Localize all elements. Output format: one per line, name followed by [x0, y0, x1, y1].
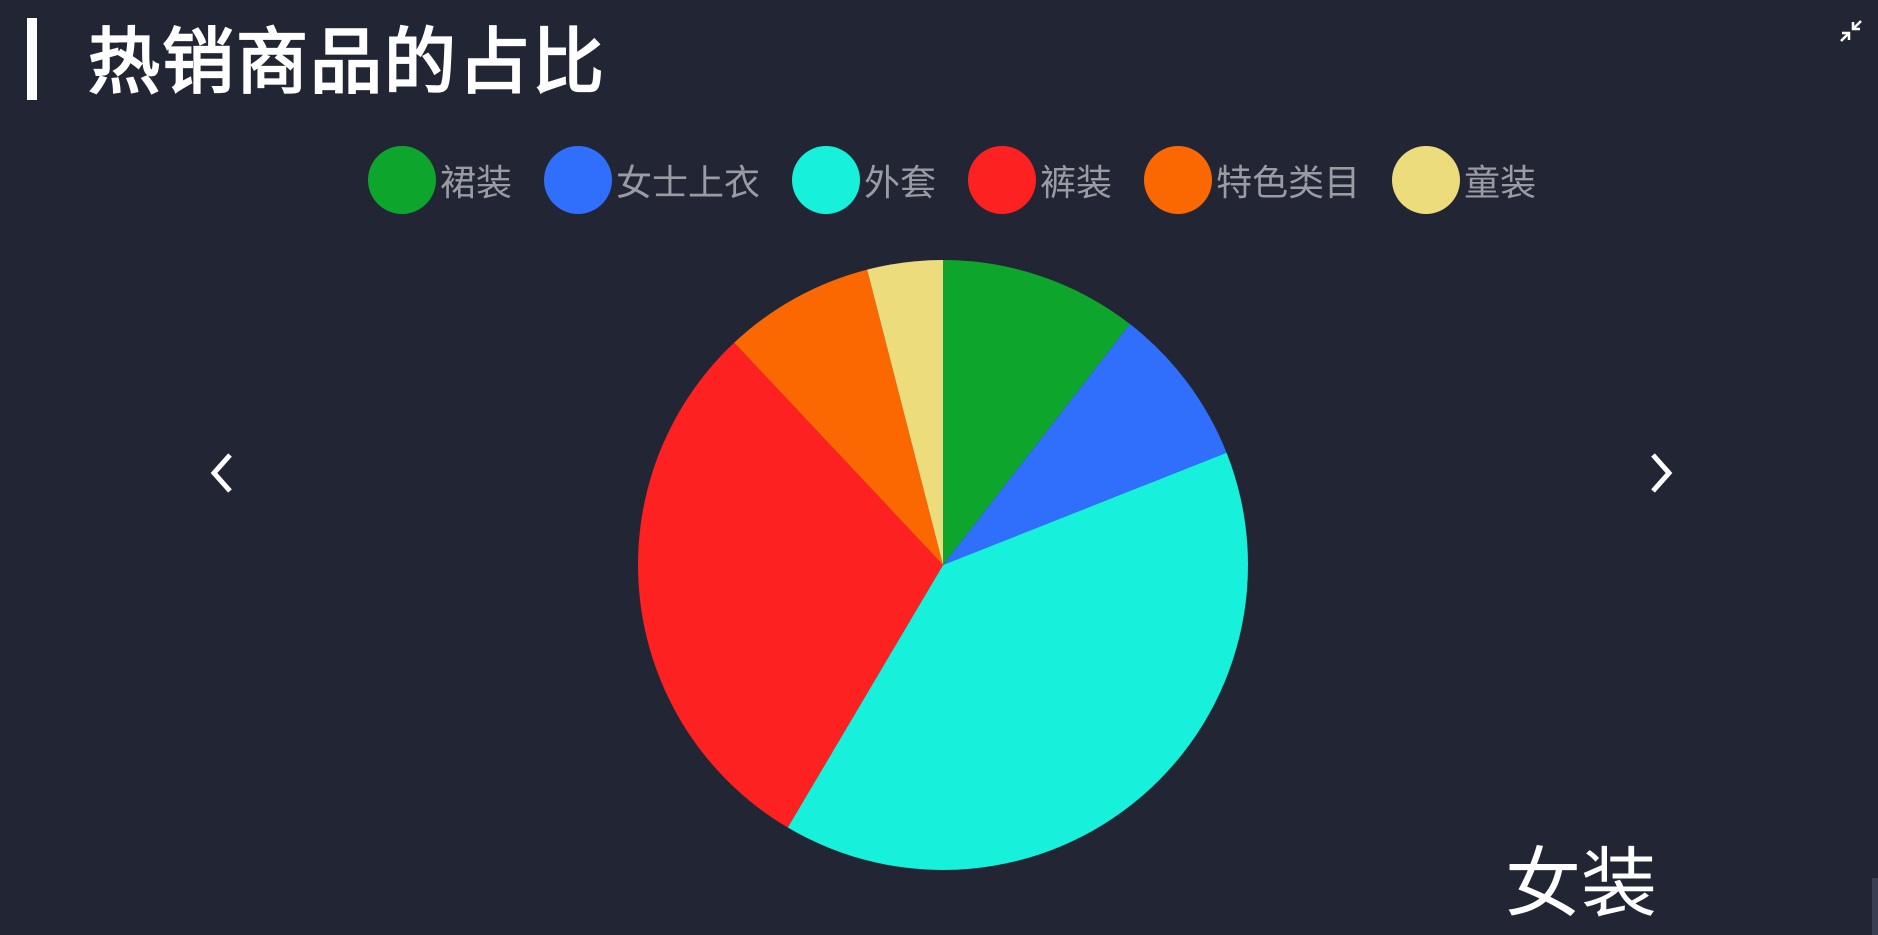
legend-swatch: [368, 146, 436, 214]
legend-swatch: [968, 146, 1037, 214]
pie-slice[interactable]: [867, 260, 943, 565]
chevron-left-icon[interactable]: [202, 443, 242, 503]
legend-item[interactable]: 裙装: [368, 146, 512, 214]
legend-item[interactable]: 裤装: [968, 146, 1112, 214]
legend-item[interactable]: 童装: [1392, 146, 1536, 214]
legend-item[interactable]: 外套: [792, 146, 936, 214]
pie-slice[interactable]: [637, 342, 943, 828]
legend-swatch: [544, 146, 613, 214]
legend-swatch: [1392, 146, 1461, 214]
pie-slice[interactable]: [943, 324, 1227, 565]
chevron-right-icon[interactable]: [1641, 443, 1681, 503]
pie-slice[interactable]: [734, 269, 943, 565]
title-accent-bar: [27, 18, 37, 100]
collapse-icon[interactable]: [1840, 20, 1862, 42]
legend-label: 外套: [864, 163, 937, 204]
category-label: 女装: [1505, 839, 1657, 928]
scroll-edge: [1872, 878, 1878, 935]
legend-label: 女士上衣: [616, 163, 761, 204]
legend-item[interactable]: 女士上衣: [544, 146, 760, 214]
pie-slice[interactable]: [943, 260, 1130, 565]
legend-swatch: [792, 146, 861, 214]
legend-label: 特色类目: [1216, 163, 1361, 204]
legend-swatch: [1144, 146, 1213, 214]
legend-label: 裙装: [440, 163, 513, 204]
chart-legend: 裙装 女士上衣 外套 裤装 特色类目 童装: [368, 145, 1568, 215]
legend-item[interactable]: 特色类目: [1144, 146, 1360, 214]
pie-slice[interactable]: [787, 452, 1248, 870]
page-title: 热销商品的占比: [88, 20, 607, 104]
legend-label: 童装: [1464, 163, 1537, 204]
legend-label: 裤装: [1040, 163, 1113, 204]
